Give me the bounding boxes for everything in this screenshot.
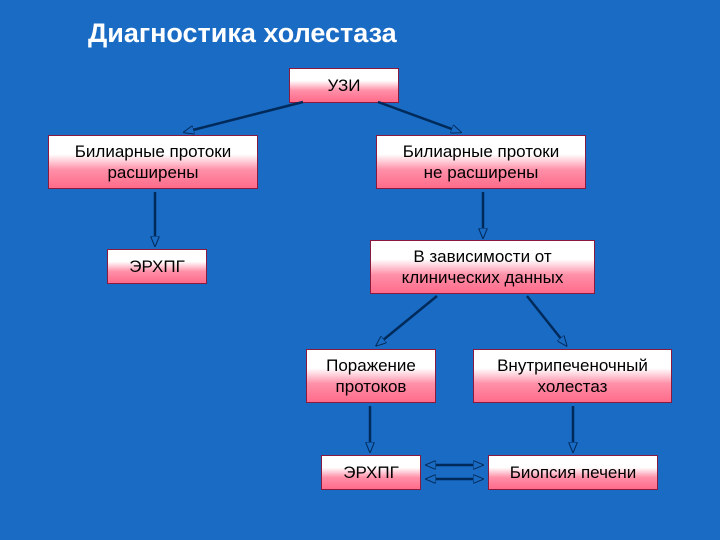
- node-porazhenie: Поражениепротоков: [306, 349, 436, 403]
- node-vnutripechenochny: Внутрипеченочныйхолестаз: [473, 349, 672, 403]
- node-erhpg-left: ЭРХПГ: [107, 249, 207, 284]
- page-title: Диагностика холестаза: [88, 18, 397, 49]
- node-v-zavisimosti: В зависимости отклинических данных: [370, 240, 595, 294]
- node-biopsiya: Биопсия печени: [488, 455, 658, 490]
- node-erhpg-bottom: ЭРХПГ: [321, 455, 421, 490]
- node-biliarnye-rasshireny: Билиарные протокирасширены: [48, 135, 258, 189]
- node-uzi: УЗИ: [289, 68, 399, 103]
- node-biliarnye-ne-rasshireny: Билиарные протокине расширены: [376, 135, 586, 189]
